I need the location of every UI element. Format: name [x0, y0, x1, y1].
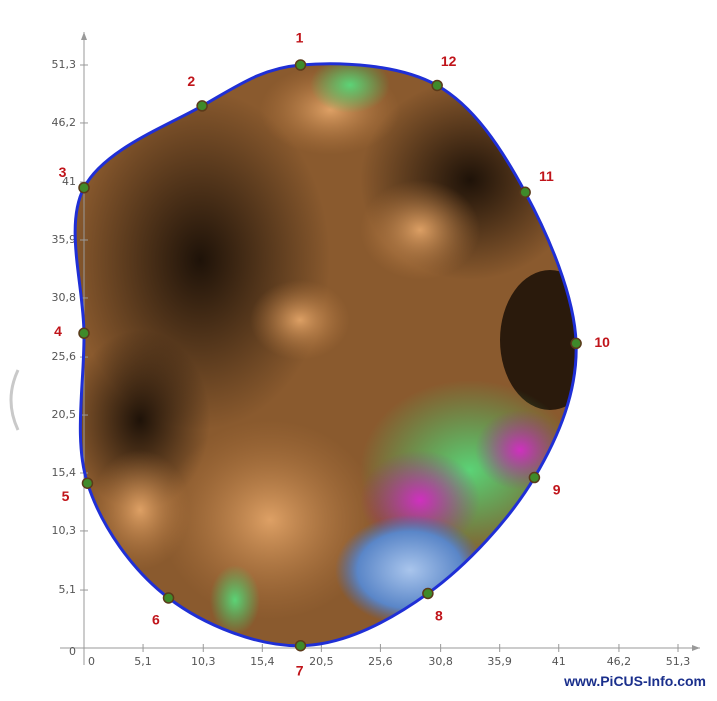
watermark: www.PiCUS-Info.com — [563, 673, 706, 689]
texture-green — [210, 565, 260, 635]
y-tick-label: 0 — [69, 645, 76, 658]
sensor-label: 4 — [54, 323, 62, 339]
sensor-label: 8 — [435, 608, 443, 624]
y-tick-label: 35,9 — [52, 233, 77, 246]
sensor — [162, 592, 175, 604]
x-tick-label: 51,3 — [666, 655, 691, 668]
y-tick-label: 46,2 — [52, 116, 77, 129]
x-tick-label: 5,1 — [134, 655, 152, 668]
y-tick-label: 10,3 — [52, 524, 77, 537]
sensor-label: 2 — [187, 73, 195, 89]
sensor-label: 7 — [296, 662, 304, 678]
tomogram-texture — [75, 63, 577, 646]
x-tick-label: 41 — [552, 655, 566, 668]
texture-light — [90, 450, 190, 570]
sensor-label: 5 — [62, 488, 70, 504]
y-tick-label: 51,3 — [52, 58, 77, 71]
sensor — [294, 59, 307, 71]
texture-blue — [335, 515, 485, 625]
y-tick-label: 25,6 — [52, 350, 77, 363]
sensor — [528, 471, 541, 484]
sensor — [78, 181, 90, 194]
sensor — [570, 337, 582, 350]
sensor — [196, 100, 208, 112]
x-axis-arrow — [692, 645, 700, 651]
sensor — [519, 186, 531, 199]
texture-light — [250, 280, 350, 360]
sensor-label: 6 — [152, 611, 160, 627]
texture-magenta — [475, 410, 565, 490]
x-tick-label: 35,9 — [487, 655, 512, 668]
y-tick-label: 30,8 — [52, 291, 77, 304]
x-tick-label: 46,2 — [607, 655, 632, 668]
sensor — [81, 477, 94, 489]
y-tick-label: 41 — [62, 175, 76, 188]
sensor-label: 9 — [553, 482, 561, 498]
x-tick-label: 0 — [88, 655, 95, 668]
y-tick-label: 15,4 — [52, 466, 77, 479]
sensor — [422, 587, 434, 600]
y-tick-label: 20,5 — [52, 408, 77, 421]
sensor-label: 11 — [539, 168, 554, 184]
sensor-label: 1 — [296, 30, 304, 46]
texture-green — [310, 63, 390, 113]
y-tick-label: 5,1 — [59, 583, 77, 596]
x-tick-label: 15,4 — [250, 655, 275, 668]
x-tick-label: 10,3 — [191, 655, 216, 668]
texture-light — [160, 420, 380, 620]
sensor — [294, 639, 307, 652]
y-axis-arrow — [81, 32, 87, 40]
side-decoration — [9, 369, 20, 431]
sensor-label: 12 — [441, 53, 457, 69]
sensor-label: 10 — [594, 334, 610, 350]
sensor-label: 3 — [59, 164, 67, 180]
texture-dark — [75, 330, 210, 510]
x-tick-label: 20,5 — [309, 655, 334, 668]
sensor — [431, 79, 443, 92]
x-tick-label: 25,6 — [368, 655, 393, 668]
x-tick-label: 30,8 — [428, 655, 453, 668]
sensor — [78, 327, 90, 339]
texture-light — [360, 180, 480, 280]
